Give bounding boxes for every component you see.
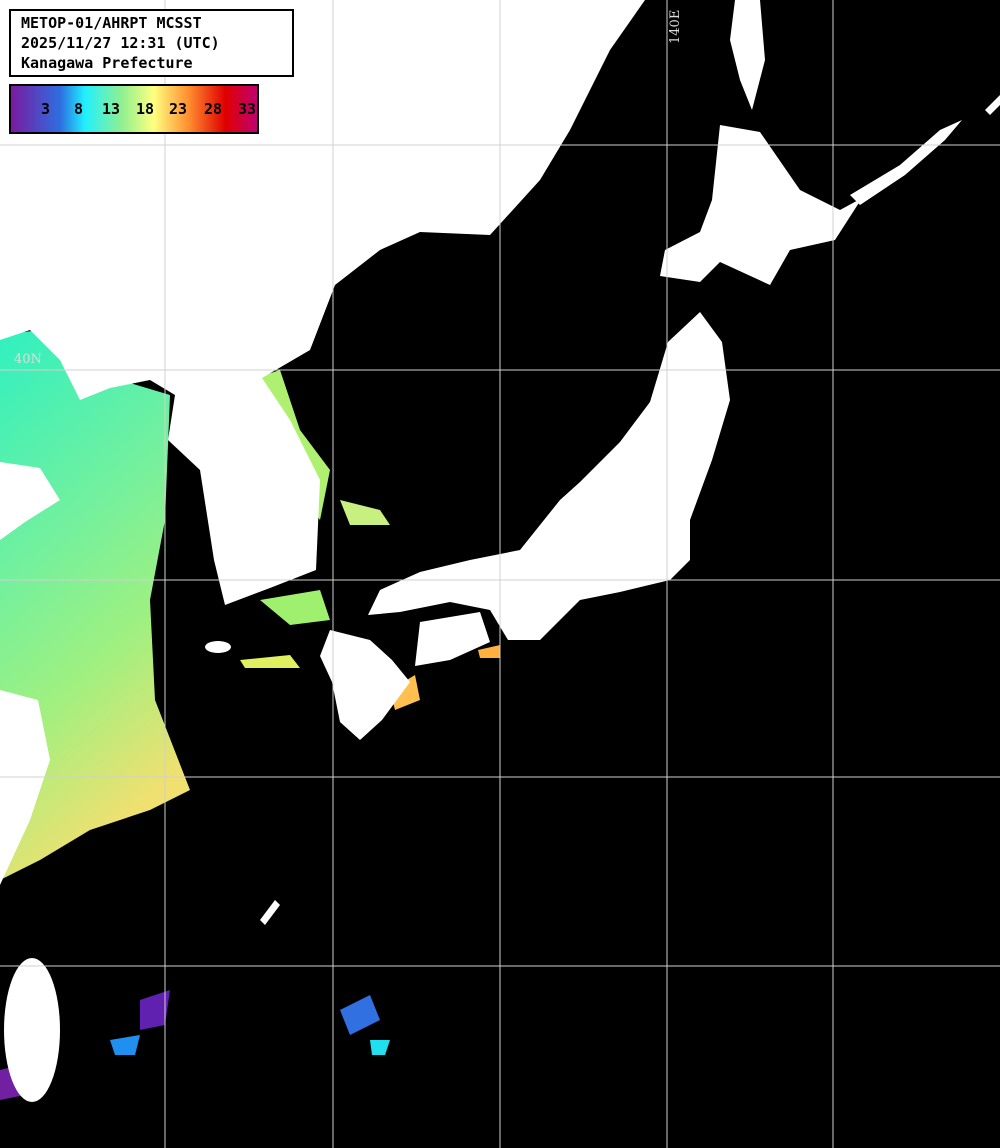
land-kyushu xyxy=(320,630,410,740)
land-kuril-islands xyxy=(850,120,962,205)
land-china-coast-south xyxy=(0,690,50,885)
timestamp: 2025/11/27 12:31 (UTC) xyxy=(21,34,220,52)
scale-tick: 23 xyxy=(169,100,188,118)
scale-tick: 28 xyxy=(204,100,223,118)
land-sakhalin xyxy=(730,0,765,110)
sst-yellow-sea xyxy=(0,330,190,880)
longitude-label: 140E xyxy=(668,9,683,44)
scale-tick: 3 xyxy=(41,100,51,118)
latitude-label: 40N xyxy=(14,352,42,367)
land-asia-mainland xyxy=(0,0,645,605)
land-ryukyu xyxy=(260,900,280,925)
land xyxy=(0,0,1000,1102)
land-hokkaido xyxy=(660,125,862,285)
scale-tick: 13 xyxy=(102,100,121,118)
land-jeju xyxy=(205,641,231,653)
land-taiwan xyxy=(4,958,60,1102)
land-kuril-east xyxy=(985,95,1000,115)
land-china-coast-north xyxy=(0,462,60,540)
satellite-product: METOP-01/AHRPT MCSST xyxy=(21,14,202,32)
color-scale-bar: 3 8 13 18 23 28 33 xyxy=(9,84,259,134)
land-honshu xyxy=(368,312,730,640)
region-name: Kanagawa Prefecture xyxy=(21,54,193,72)
info-box: METOP-01/AHRPT MCSST 2025/11/27 12:31 (U… xyxy=(9,9,294,77)
scale-tick: 33 xyxy=(238,100,257,118)
scale-tick: 8 xyxy=(74,100,84,118)
land-shikoku xyxy=(415,612,490,666)
scale-tick: 18 xyxy=(136,100,155,118)
